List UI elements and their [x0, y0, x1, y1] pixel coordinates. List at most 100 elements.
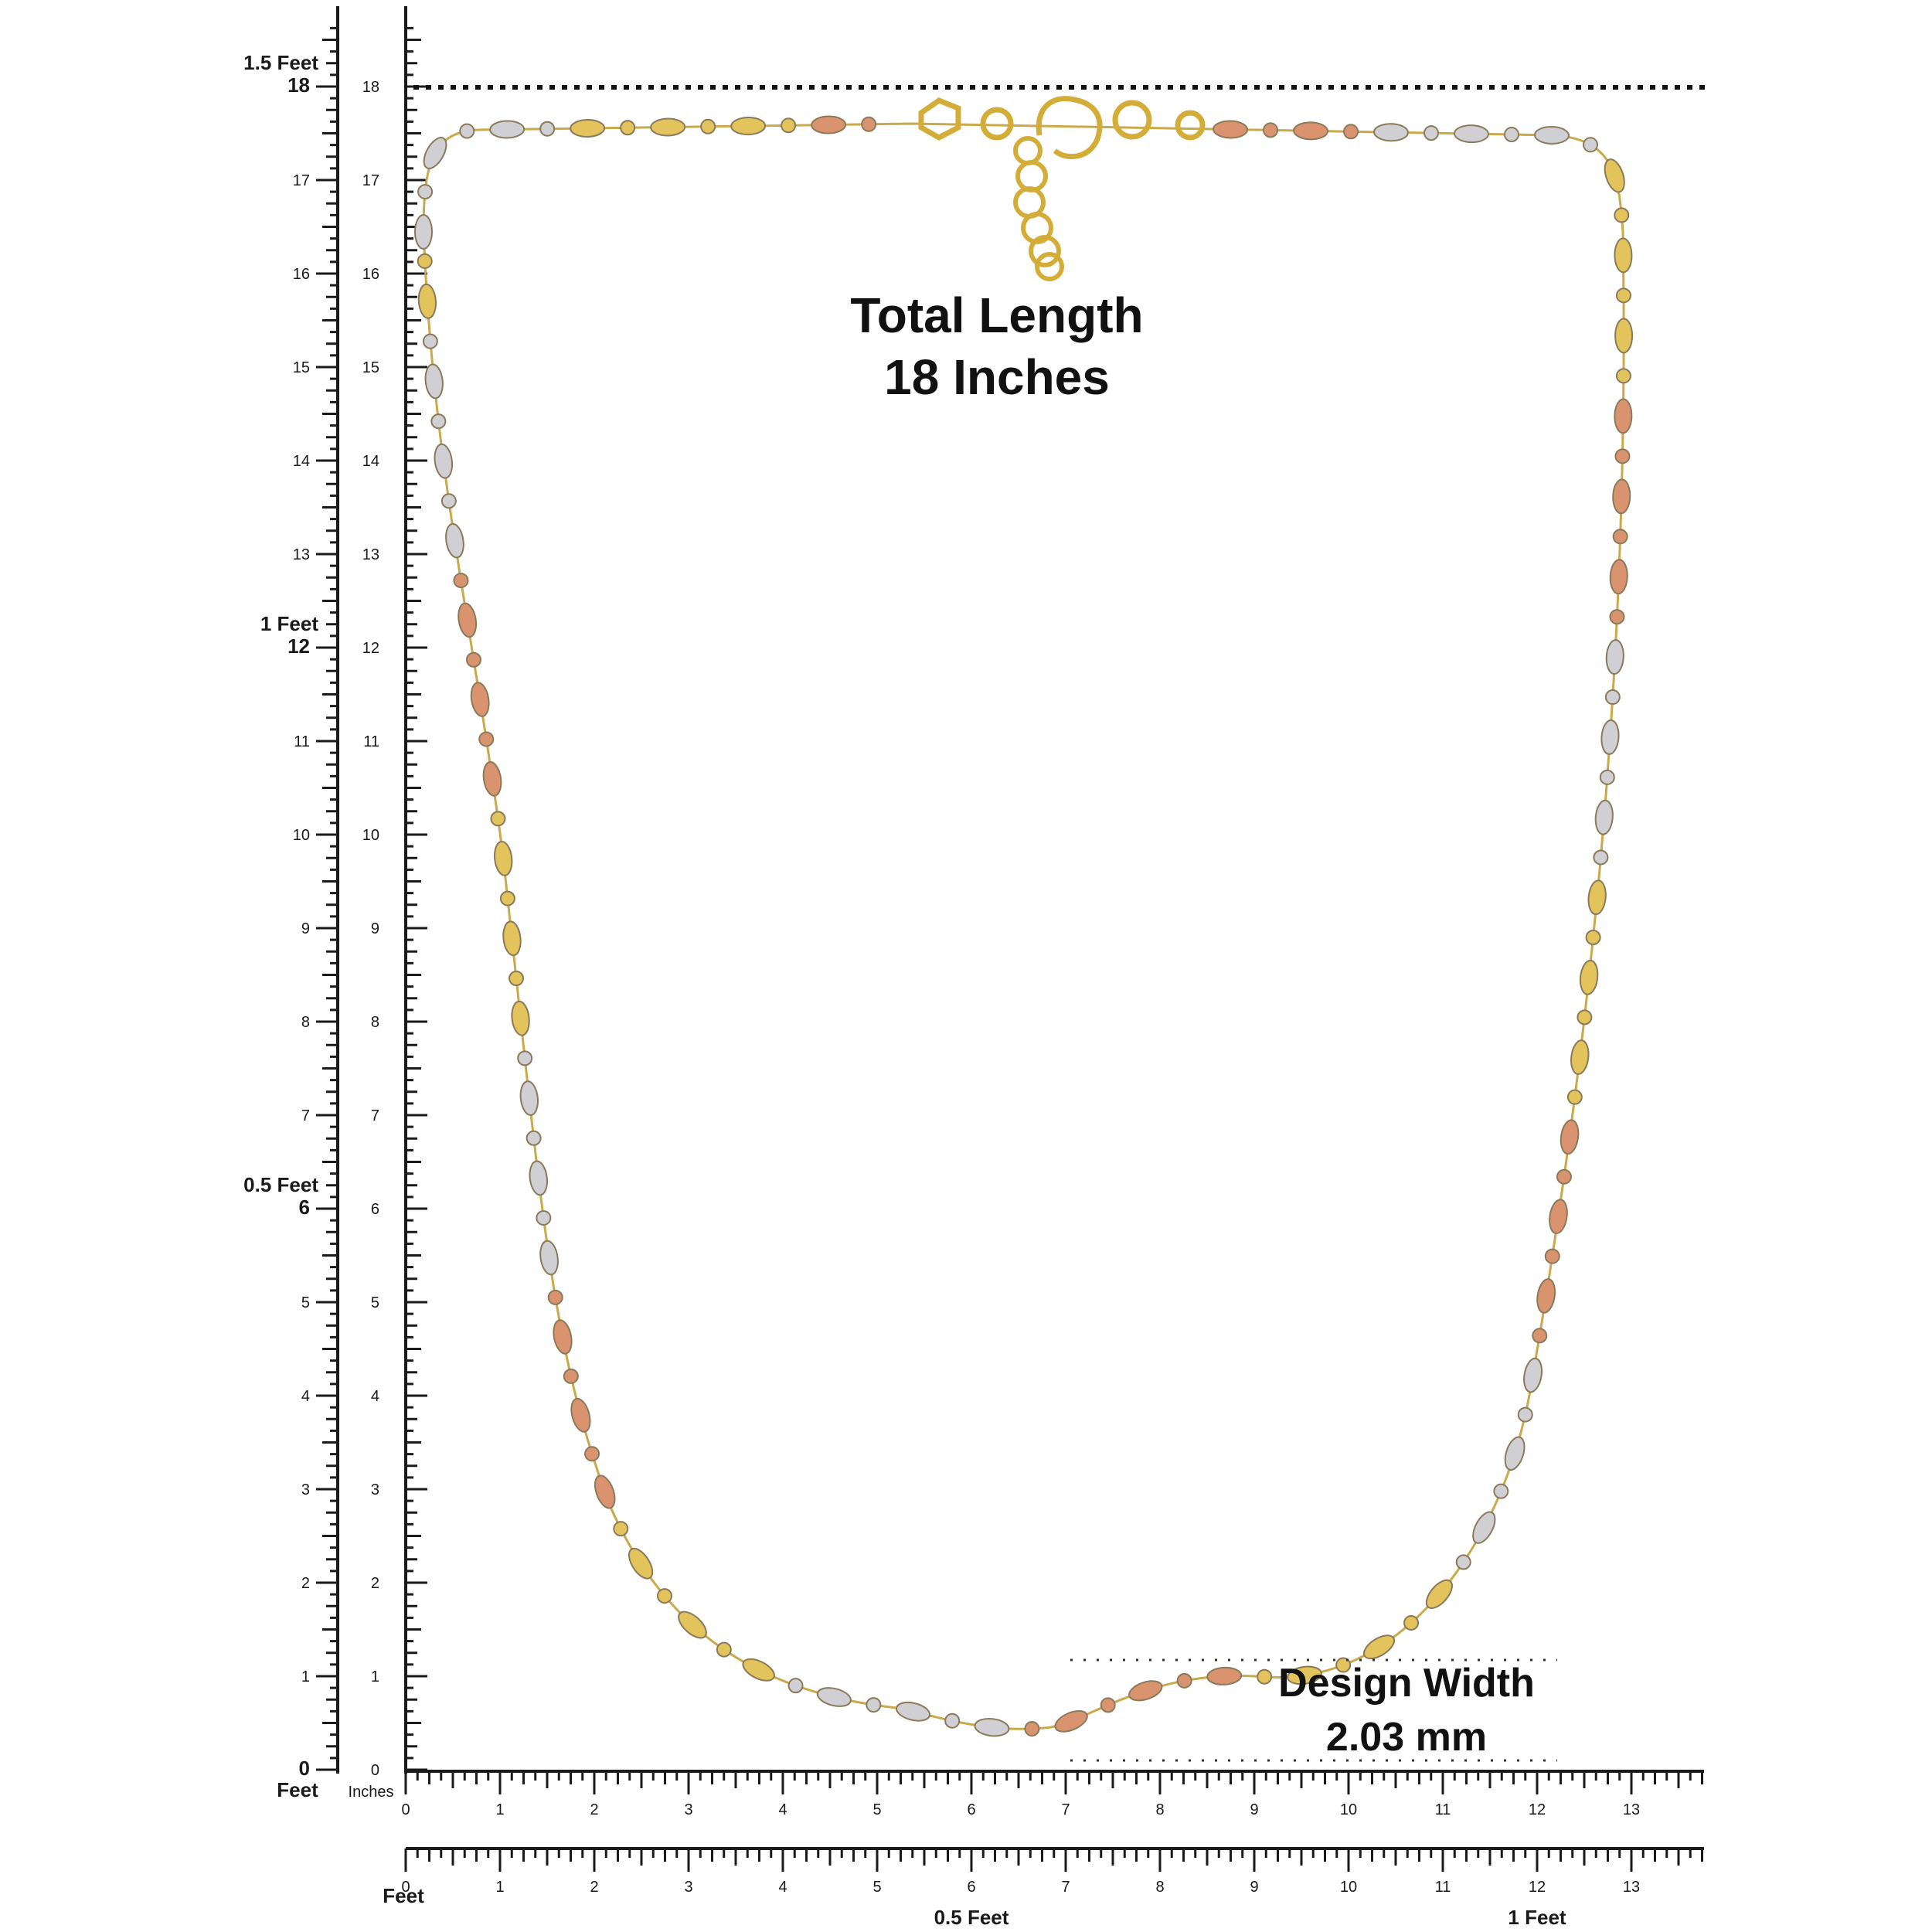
oval-bead — [974, 1717, 1010, 1737]
round-bead — [866, 1697, 882, 1713]
round-bead — [517, 1050, 533, 1066]
round-bead — [1176, 1672, 1192, 1689]
oval-bead — [1614, 237, 1633, 274]
oval-bead — [1594, 799, 1614, 835]
oval-bead — [1373, 123, 1410, 142]
ruler-tick-label: 11 — [363, 733, 379, 750]
round-bead — [1593, 849, 1609, 866]
round-bead — [1615, 287, 1631, 304]
round-bead — [499, 890, 515, 906]
oval-bead — [413, 214, 434, 250]
round-bead — [459, 123, 475, 139]
inches-axis-label: Inches — [349, 1784, 394, 1801]
round-bead — [1532, 1328, 1548, 1344]
ruler-tick-label: 13 — [1623, 1879, 1640, 1896]
ruler-tick-label: 1 — [301, 1668, 310, 1685]
round-bead — [1503, 127, 1519, 143]
oval-bead — [1425, 1579, 1453, 1610]
round-bead — [1556, 1168, 1572, 1185]
ruler-tick-label: 8 — [1155, 1801, 1164, 1818]
lobster-clasp — [918, 96, 1206, 159]
ruler-tick-label: 12 — [362, 640, 379, 657]
extender-chain — [1013, 136, 1064, 281]
round-bead — [781, 117, 797, 134]
oval-bead — [424, 363, 444, 400]
oval-bead — [494, 841, 513, 876]
oval-bead — [1504, 1436, 1526, 1471]
ruler-tick-label: 9 — [371, 920, 379, 937]
one-feet-label: 1 Feet — [1508, 1906, 1566, 1929]
oval-bead — [1614, 318, 1634, 354]
oval-bead — [1614, 398, 1633, 434]
oval-bead — [1609, 559, 1628, 595]
ruler-tick-label: 3 — [684, 1879, 692, 1896]
round-bead — [430, 413, 447, 430]
oval-bead — [570, 1397, 591, 1433]
ruler-tick-label: 0 — [401, 1879, 410, 1896]
oval-bead — [816, 1687, 852, 1707]
round-bead — [563, 1368, 579, 1384]
oval-bead — [594, 1475, 616, 1509]
ruler-tick-label: 7 — [371, 1107, 379, 1124]
oval-bead — [730, 117, 767, 136]
oval-bead — [539, 1240, 559, 1276]
oval-bead — [553, 1319, 573, 1355]
oval-bead — [1287, 1665, 1322, 1685]
ruler-tick-label: 10 — [293, 827, 310, 844]
ruler-tick-label: 7 — [1061, 1879, 1070, 1896]
ruler-tick-label: 1 — [495, 1801, 504, 1818]
oval-bead — [1523, 1357, 1543, 1393]
round-bead — [536, 1209, 552, 1226]
ruler-tick-label: 2 — [371, 1575, 379, 1592]
oval-bead — [1549, 1199, 1568, 1234]
ruler-tick-label: 11 — [1435, 1879, 1451, 1896]
ruler-tick-label: 18 — [287, 73, 310, 97]
clasp-ring-left — [918, 97, 961, 141]
round-bead — [787, 1678, 804, 1694]
oval-bead — [1570, 1039, 1590, 1075]
ruler-tick-label: 16 — [362, 266, 379, 283]
oval-bead — [489, 120, 526, 139]
oval-bead — [811, 115, 847, 134]
ruler-tick-label: 10 — [362, 827, 379, 844]
ruler-tick-label: 7 — [1061, 1801, 1070, 1818]
ruler-tick-label: 8 — [301, 1014, 310, 1031]
oval-bead — [1600, 719, 1620, 755]
round-bead — [440, 493, 457, 509]
oval-bead — [457, 602, 478, 638]
ruler-tick-label: 6 — [967, 1801, 975, 1818]
ruler-tick-label: 5 — [371, 1294, 379, 1311]
ruler-tick-label: 14 — [293, 453, 310, 470]
ruler-tick-label: 12 — [1529, 1879, 1546, 1896]
ruler-tick-label: 5 — [872, 1801, 881, 1818]
round-bead — [526, 1130, 542, 1146]
round-bead — [700, 118, 716, 134]
round-bead — [1609, 609, 1625, 625]
ruler-tick-label: 0 — [401, 1801, 410, 1818]
oval-bead — [502, 920, 522, 957]
round-bead — [620, 120, 636, 136]
round-bead — [1263, 122, 1279, 138]
oval-bead — [1206, 1666, 1243, 1685]
design-width-value: 2.03 mm — [1326, 1715, 1487, 1760]
ruler-tick-label: 11 — [294, 733, 310, 750]
round-bead — [417, 184, 434, 200]
round-bead — [1257, 1668, 1273, 1685]
round-bead — [1566, 1089, 1583, 1105]
ruler-tick-label: 9 — [1250, 1879, 1258, 1896]
oval-bead — [417, 283, 437, 319]
oval-bead — [1128, 1680, 1163, 1702]
round-bead — [453, 573, 469, 589]
ruler-tick-label: 5 — [872, 1879, 881, 1896]
round-bead — [490, 811, 506, 827]
round-bead — [1343, 124, 1359, 140]
ruler-tick-label: 9 — [301, 920, 310, 937]
round-bead — [465, 651, 481, 668]
clasp-ring-right — [1112, 100, 1152, 140]
feet-axis-label: Feet — [383, 1884, 424, 1907]
ruler-tick-label: 18 — [362, 79, 379, 96]
